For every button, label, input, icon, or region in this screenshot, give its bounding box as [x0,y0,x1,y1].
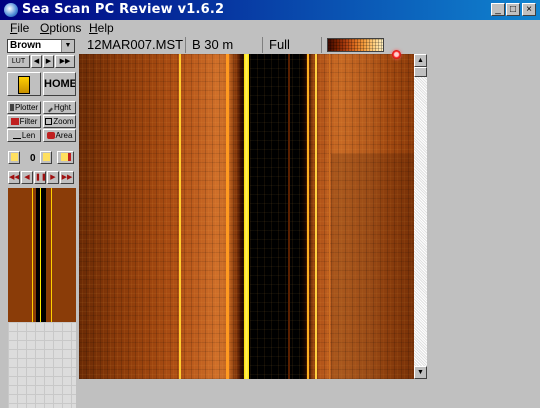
play-icon[interactable]: ▶▶ [60,171,74,184]
step-forward-icon[interactable]: ▶ [47,171,59,184]
plotter-button[interactable]: Plotter [7,101,41,114]
info-divider [185,37,186,53]
info-divider [262,37,263,53]
scroll-up-button[interactable]: ▲ [414,54,427,67]
area-icon [46,132,55,139]
length-icon [12,135,21,139]
range-value: B 30 m [192,37,234,52]
home-button[interactable]: HOME [43,72,76,96]
palette-select[interactable]: Brown ▼ [7,39,75,53]
sonar-return-line [329,54,330,379]
scroll-down-button[interactable]: ▼ [414,366,427,379]
sonar-return-line [179,54,181,379]
step-right-button[interactable]: ▶ [43,55,54,68]
fast-forward-icon[interactable]: ▶▶ [55,55,75,68]
app-globe-icon [4,3,18,17]
workspace-background [79,379,427,408]
mark-next-icon[interactable] [57,151,74,164]
mark-page-icon[interactable] [8,151,20,164]
zoom-mode: Full [269,37,290,52]
overview-thumbnail[interactable] [8,188,76,322]
scroll-thumb[interactable] [414,67,427,77]
title-bar: Sea Scan PC Review v1.6.2 _ □ × [0,0,540,20]
zoom-icon [45,118,53,125]
color-palette-bar[interactable] [327,38,384,52]
lut-button[interactable]: LUT [7,55,30,68]
minimize-button[interactable]: _ [491,3,505,16]
filter-icon [10,118,19,125]
workspace-background [427,54,540,408]
pause-icon[interactable]: ❚❚ [34,171,46,184]
step-back-icon[interactable]: ◀ [21,171,33,184]
zoom-button[interactable]: Zoom [43,115,76,128]
chevron-down-icon[interactable]: ▼ [61,40,74,52]
control-panel: Brown ▼ LUT ◀ ▶ ▶▶ HOME Plotter Hght Fil… [0,36,79,408]
maximize-button[interactable]: □ [506,3,520,16]
menu-options[interactable]: Options [40,21,82,35]
window-title: Sea Scan PC Review v1.6.2 [22,2,225,17]
overview-empty-area [8,322,76,408]
sonar-return-line [307,54,309,379]
file-name: 12MAR007.MST [87,37,184,52]
info-divider [321,37,322,53]
mark-edit-icon[interactable] [40,151,52,164]
mark-count: 0 [30,153,36,164]
pointer-icon [18,76,30,94]
info-bar: 12MAR007.MST B 30 m Full [79,36,420,54]
area-button[interactable]: Area [43,129,76,142]
height-icon [48,107,54,113]
vertical-scrollbar[interactable]: ▲ ▼ [414,54,427,379]
menu-bar: File Options Help [0,20,540,36]
target-marker[interactable] [392,50,401,59]
sonar-shadow-region [331,154,414,379]
plotter-icon [9,104,14,111]
pointer-tools-button[interactable] [7,72,41,96]
menu-file[interactable]: File [10,21,30,35]
close-button[interactable]: × [522,3,536,16]
length-button[interactable]: Len [7,129,41,142]
sonar-return-line [226,54,229,379]
filter-button[interactable]: Filter [7,115,41,128]
step-left-button[interactable]: ◀ [31,55,42,68]
palette-select-value: Brown [10,40,42,51]
menu-help[interactable]: Help [89,21,114,35]
nadir-line [244,54,249,379]
rewind-icon[interactable]: ◀◀ [8,171,20,184]
sonar-image[interactable] [79,54,414,379]
height-button[interactable]: Hght [43,101,76,114]
sonar-return-line [315,54,317,379]
